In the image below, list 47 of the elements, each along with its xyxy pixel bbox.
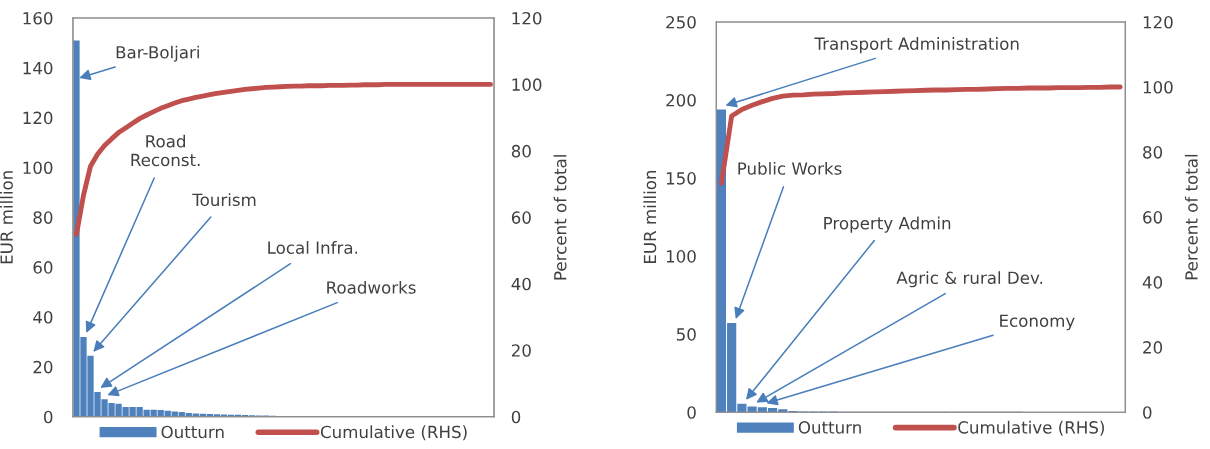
y2-tick-label: 20 [1143,341,1163,354]
annotation: Tourism [192,193,256,207]
y-tick-label: 150 [666,172,696,185]
y2-tick-label: 40 [1142,276,1163,289]
y-tick-label: 200 [666,94,696,107]
y-tick-label: 0 [687,406,696,419]
y2-tick-label: 100 [512,78,542,91]
y-tick-label: 80 [33,211,53,224]
y2-tick-label: 80 [511,144,531,158]
annotation: Public Works [738,161,842,175]
legend-label: Cumulative (RHS) [320,425,467,441]
annotation: Roadworks [327,280,416,294]
y-tick-label: 0 [44,410,53,424]
annotation: Bar-Boljari [116,45,199,62]
annotation: Property Admin [824,216,951,233]
y-tick-label: 120 [23,111,53,125]
y-tick-label: 250 [666,15,696,29]
y2-tick-label: 120 [512,11,542,25]
legend-label: Outturn [161,425,224,439]
y-tick-label: 50 [676,328,696,341]
y2-tick-label: 80 [1143,146,1163,159]
y2-tick-label: 20 [511,344,531,357]
legend-label: Outturn [798,421,861,434]
y-tick-label: 140 [23,61,53,75]
y-tick-label: 20 [33,360,53,374]
y2-tick-label: 40 [511,277,531,291]
y2-tick-label: 0 [1143,406,1152,419]
annotation: Agric & rural Dev. [896,271,1043,288]
y2-tick-label: 60 [1143,211,1163,224]
y-axis-title: EUR million [0,171,13,264]
y2-axis-title: Percent of total [553,155,567,280]
annotation: Road Reconst. [131,134,200,167]
annotation: Local Infra. [268,241,358,254]
y-tick-label: 160 [23,11,53,25]
y-tick-label: 60 [33,261,53,274]
y2-tick-label: 100 [1143,80,1173,94]
annotation: Economy [1000,314,1075,331]
annotation: Transport Administration [814,37,1019,54]
y-tick-label: 100 [23,161,53,175]
legend-label: Cumulative (RHS) [958,420,1104,436]
y-tick-label: 100 [666,250,696,263]
y-tick-label: 40 [33,310,53,324]
y2-tick-label: 60 [511,211,531,224]
y2-tick-label: 0 [511,410,521,424]
y2-axis-title: Percent of total [1184,154,1198,280]
y-axis-title: EUR million [643,170,657,264]
y2-tick-label: 120 [1143,15,1173,29]
